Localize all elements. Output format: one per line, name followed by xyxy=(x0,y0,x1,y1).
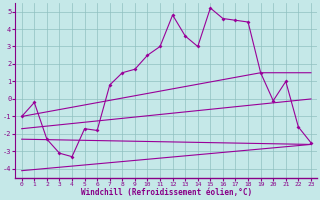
X-axis label: Windchill (Refroidissement éolien,°C): Windchill (Refroidissement éolien,°C) xyxy=(81,188,252,197)
